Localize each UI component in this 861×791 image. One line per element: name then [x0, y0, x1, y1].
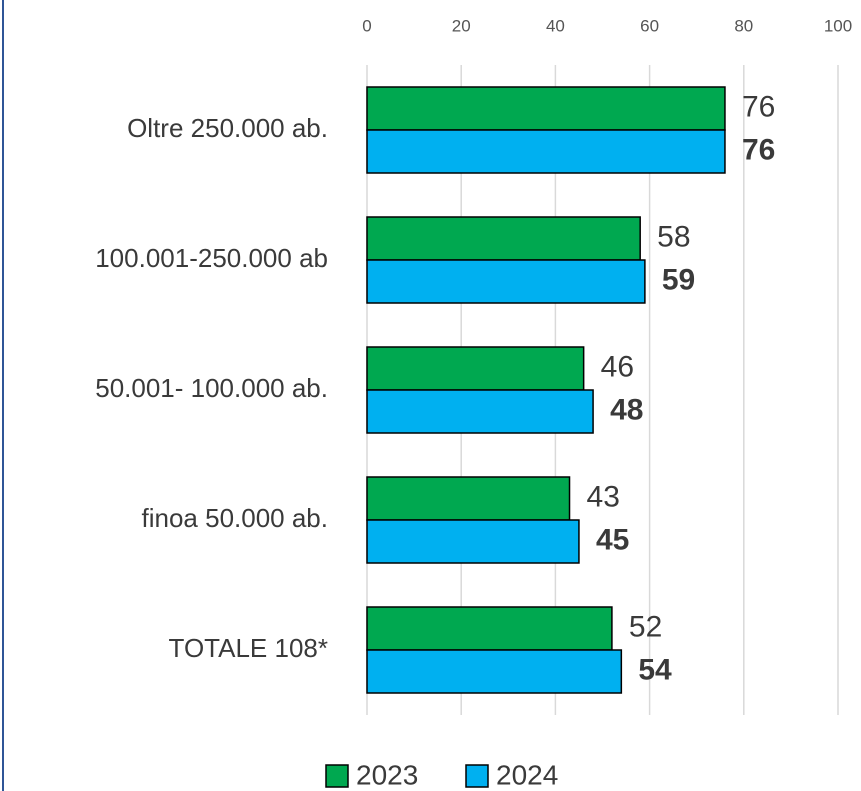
value-label: 76 [742, 133, 775, 166]
x-tick-label: 20 [452, 16, 471, 35]
value-label: 43 [587, 480, 620, 513]
value-label: 54 [638, 653, 672, 686]
y-tick-label: Oltre 250.000 ab. [127, 113, 328, 143]
y-tick-label: 100.001-250.000 ab [95, 243, 328, 273]
y-tick-label: TOTALE 108* [169, 633, 328, 663]
x-tick-label: 0 [362, 16, 371, 35]
bar [366, 649, 623, 694]
bar [366, 259, 646, 304]
value-label: 48 [610, 393, 643, 426]
x-tick-label: 80 [734, 16, 753, 35]
legend-swatch [325, 764, 349, 788]
bar [366, 129, 726, 174]
bar [366, 86, 726, 131]
y-tick-label: finoa 50.000 ab. [142, 503, 329, 533]
legend-swatch [465, 764, 489, 788]
value-label: 58 [657, 220, 690, 253]
bar [366, 519, 580, 564]
value-label: 46 [601, 350, 634, 383]
value-label: 45 [596, 523, 629, 556]
bar [366, 389, 594, 434]
legend-label: 2024 [496, 759, 558, 790]
bar [366, 606, 613, 651]
bar [366, 216, 641, 261]
x-tick-label: 100 [824, 16, 852, 35]
bar [366, 476, 571, 521]
bar [366, 346, 585, 391]
value-label: 76 [742, 90, 775, 123]
value-label: 59 [662, 263, 695, 296]
legend-label: 2023 [356, 759, 418, 790]
y-tick-label: 50.001- 100.000 ab. [95, 373, 328, 403]
x-tick-label: 40 [546, 16, 565, 35]
x-tick-label: 60 [640, 16, 659, 35]
value-label: 52 [629, 610, 662, 643]
